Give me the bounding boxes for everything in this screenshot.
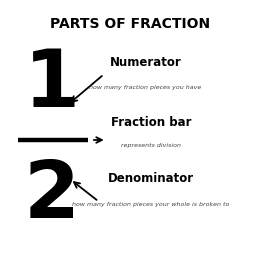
Text: represents division: represents division xyxy=(121,143,181,148)
Text: how many fraction pieces you have: how many fraction pieces you have xyxy=(89,85,202,90)
Text: how many fraction pieces your whole is broken to: how many fraction pieces your whole is b… xyxy=(72,202,230,207)
Text: Denominator: Denominator xyxy=(108,172,194,185)
Text: Fraction bar: Fraction bar xyxy=(110,116,191,129)
Text: 1: 1 xyxy=(24,46,80,124)
Text: 2: 2 xyxy=(24,157,80,235)
Text: PARTS OF FRACTION: PARTS OF FRACTION xyxy=(50,17,210,31)
Text: Numerator: Numerator xyxy=(110,56,181,69)
